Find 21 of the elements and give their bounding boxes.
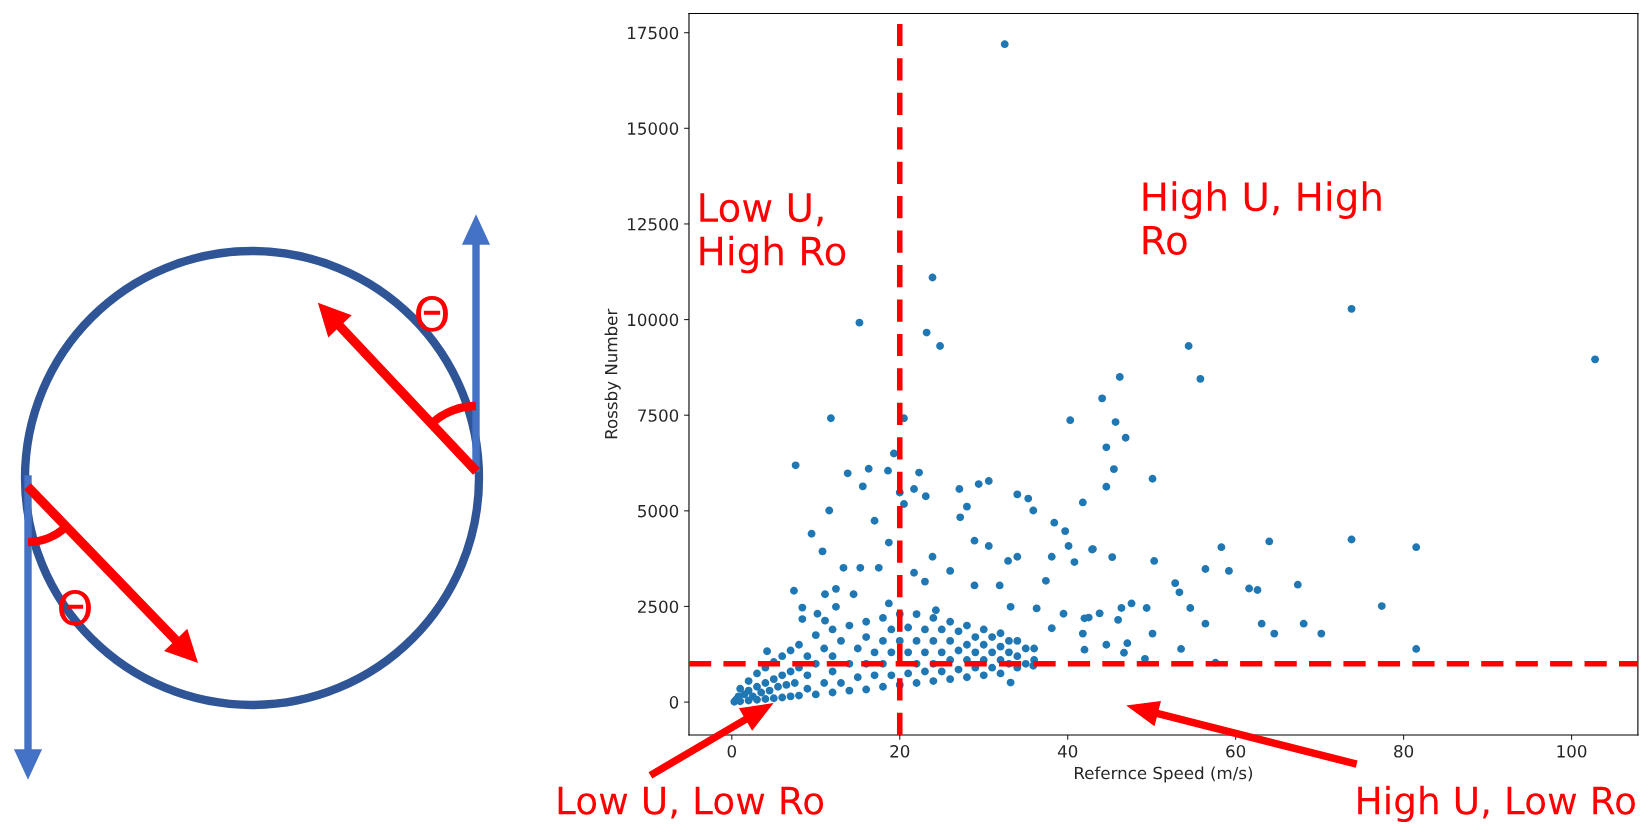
y-tick-label: 7500: [638, 409, 679, 422]
y-tick-label: 10000: [628, 313, 679, 327]
y-tick-label: 12500: [628, 217, 679, 231]
y-tick-label: 0: [669, 696, 679, 709]
y-tick-label: 5000: [638, 504, 679, 518]
x-tick-label: 80: [1394, 745, 1414, 758]
text: High U, Low Ro: [1358, 785, 1635, 822]
x-axis-title: Refernce Speed (m/s): [1075, 766, 1253, 783]
y-tick-label: 2500: [638, 600, 679, 614]
x-tick-label: 100: [1557, 745, 1587, 758]
y-axis-title: Rossby Number: [604, 308, 621, 439]
x-tick-label: 0: [727, 745, 737, 758]
x-tick-label: 40: [1057, 745, 1078, 758]
y-tick-label: 17500: [628, 26, 679, 40]
y-tick-label: 15000: [628, 122, 679, 135]
text: Low U, Low Ro: [558, 786, 824, 819]
annotation: High U, High Ro: [1143, 181, 1381, 255]
annotation: Low U, High Ro: [700, 193, 846, 274]
x-tick-label: 60: [1226, 745, 1246, 758]
x-tick-label: 20: [890, 745, 910, 758]
text: Θ: [416, 295, 448, 332]
